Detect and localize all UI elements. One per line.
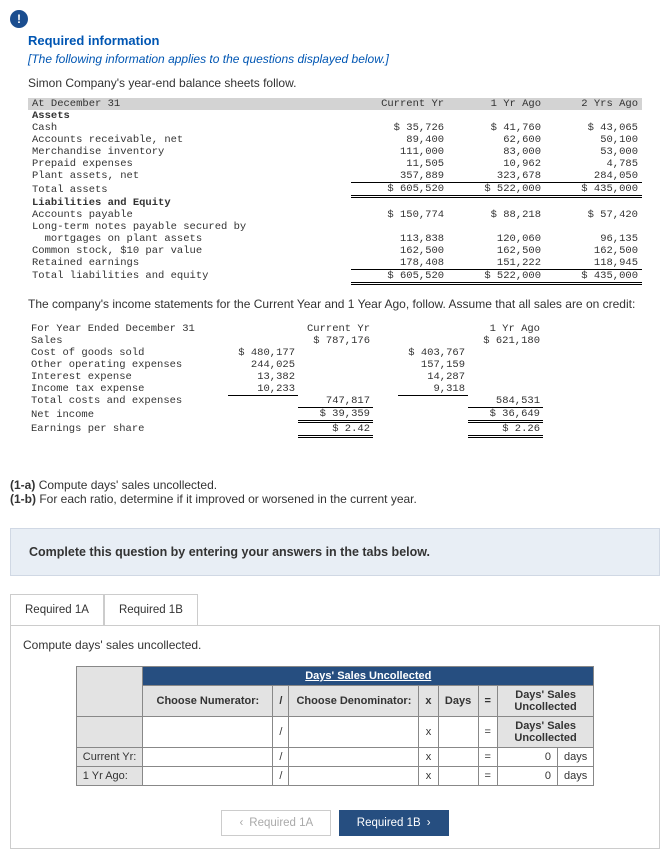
bs-date: At December 31 [28, 98, 351, 110]
question-1b: (1-b) For each ratio, determine if it im… [10, 492, 660, 506]
sub-question: Compute days' sales uncollected. [23, 638, 647, 652]
income-statement-table: For Year Ended December 31 Current Yr 1 … [28, 323, 543, 439]
nav-prev-button[interactable]: ‹Required 1A [221, 810, 331, 836]
nav-buttons: ‹Required 1A Required 1B› [11, 798, 659, 848]
tab-required-1b[interactable]: Required 1B [104, 594, 198, 626]
numerator-1yr-ago[interactable] [149, 770, 266, 782]
balance-sheet-table: At December 31 Current Yr 1 Yr Ago 2 Yrs… [28, 98, 642, 285]
narrative-text: The company's income statements for the … [28, 297, 642, 311]
calc-title: Days' Sales Uncollected [143, 667, 594, 686]
complete-instruction-box: Complete this question by entering your … [10, 528, 660, 576]
chevron-right-icon: › [427, 817, 431, 829]
numerator-select-generic[interactable] [149, 726, 266, 738]
tab-required-1a[interactable]: Required 1A [10, 594, 104, 626]
days-current-yr[interactable] [445, 751, 472, 763]
calc-table: Days' Sales Uncollected Choose Numerator… [76, 666, 594, 786]
question-1a: (1-a) Compute days' sales uncollected. [10, 478, 660, 492]
result-current-yr: 0 [497, 748, 557, 767]
required-heading: Required information [28, 33, 642, 48]
numerator-header: Choose Numerator: [143, 686, 273, 717]
intro-text: Simon Company's year-end balance sheets … [28, 76, 642, 90]
days-1yr-ago[interactable] [445, 770, 472, 782]
main-content: Required information [The following info… [0, 28, 670, 470]
tab-strip: Required 1A Required 1B [10, 594, 660, 626]
instruction-text: [The following information applies to th… [28, 52, 642, 66]
chevron-left-icon: ‹ [239, 817, 243, 829]
denominator-1yr-ago[interactable] [295, 770, 412, 782]
denominator-header: Choose Denominator: [289, 686, 419, 717]
alert-icon: ! [10, 10, 28, 28]
numerator-current-yr[interactable] [149, 751, 266, 763]
question-list: (1-a) Compute days' sales uncollected. (… [0, 478, 670, 516]
tab-panel: Compute days' sales uncollected. Days' S… [10, 625, 660, 849]
result-1yr-ago: 0 [497, 767, 557, 786]
days-input-generic[interactable] [445, 726, 472, 738]
denominator-current-yr[interactable] [295, 751, 412, 763]
denominator-select-generic[interactable] [295, 726, 412, 738]
nav-next-button[interactable]: Required 1B› [339, 810, 449, 836]
